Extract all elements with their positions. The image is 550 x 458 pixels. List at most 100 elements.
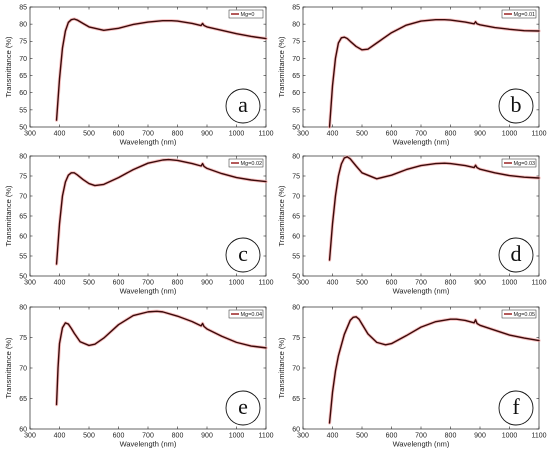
y-tick-label: 60 <box>19 90 27 97</box>
x-tick-label: 800 <box>172 280 184 287</box>
x-tick-label: 700 <box>415 433 427 440</box>
panel-letter: f <box>512 394 520 419</box>
y-tick-label: 80 <box>19 22 27 29</box>
x-tick-label: 600 <box>386 280 398 287</box>
legend-box <box>501 9 537 19</box>
y-tick-label: 70 <box>292 56 300 63</box>
x-tick-label: 800 <box>445 280 457 287</box>
legend-label: Mg=0.05 <box>514 312 536 318</box>
y-tick-label: 50 <box>292 124 300 131</box>
panel-label-circle <box>225 237 261 273</box>
x-tick-label: 400 <box>327 280 339 287</box>
y-tick-label: 65 <box>292 213 300 220</box>
panel-label-circle <box>498 237 534 273</box>
series-line <box>328 18 540 128</box>
x-tick-label: 700 <box>415 280 427 287</box>
legend-label: Mg=0.04 <box>241 312 263 318</box>
x-tick-label: 700 <box>142 280 154 287</box>
y-tick-label: 50 <box>292 273 300 280</box>
x-tick-label: 600 <box>113 280 125 287</box>
x-axis-label: Wavelength (nm) <box>120 138 177 147</box>
x-axis-label: Wavelength (nm) <box>393 440 450 449</box>
x-tick-label: 1100 <box>531 433 546 440</box>
x-tick-label: 1100 <box>531 280 546 287</box>
y-tick-label: 55 <box>19 107 27 114</box>
y-tick-label: 65 <box>292 73 300 80</box>
x-tick-label: 300 <box>297 280 309 287</box>
series-line <box>55 310 267 406</box>
y-tick-label: 65 <box>19 213 27 220</box>
x-tick-label: 500 <box>83 131 95 138</box>
x-tick-label: 700 <box>142 433 154 440</box>
y-tick-label: 80 <box>19 304 27 311</box>
x-tick-label: 900 <box>474 131 486 138</box>
y-tick-label: 65 <box>19 396 27 403</box>
y-axis-label: Transmittance (%) <box>277 337 286 398</box>
x-tick-label: 600 <box>113 433 125 440</box>
x-tick-label: 900 <box>201 131 213 138</box>
y-tick-label: 70 <box>292 365 300 372</box>
x-tick-label: 500 <box>83 280 95 287</box>
y-axis-label: Transmittance (%) <box>277 36 286 97</box>
legend-label: Mg=0.01 <box>514 12 536 18</box>
chart-panel-d: 300 400 500 600 700 800 900 1000 1100 50 55 60 65 70 7… <box>277 153 547 295</box>
y-axis-label: Transmittance (%) <box>4 36 13 97</box>
y-tick-label: 55 <box>292 107 300 114</box>
x-tick-label: 300 <box>24 433 36 440</box>
x-tick-label: 500 <box>83 433 95 440</box>
x-tick-label: 500 <box>356 433 368 440</box>
panel-letter: d <box>511 241 522 266</box>
x-tick-label: 800 <box>172 433 184 440</box>
x-tick-label: 800 <box>445 433 457 440</box>
panel-letter: b <box>511 92 522 117</box>
x-axis-label: Wavelength (nm) <box>120 440 177 449</box>
x-tick-label: 1000 <box>229 433 245 440</box>
x-tick-label: 1000 <box>502 280 518 287</box>
y-tick-label: 60 <box>19 426 27 433</box>
chart-panel-c: 300 400 500 600 700 800 900 1000 1100 50 55 60 65 70 7… <box>4 153 274 295</box>
chart-panel-a: 300 400 500 600 700 800 900 1000 1100 50 55 60 65 70 7… <box>4 4 274 146</box>
chart-panel-b: 300 400 500 600 700 800 900 1000 1100 50 55 60 65 70 7… <box>277 4 547 146</box>
x-tick-label: 700 <box>142 131 154 138</box>
y-tick-label: 60 <box>292 233 300 240</box>
legend-label: Mg=0 <box>241 12 255 18</box>
x-tick-label: 1100 <box>258 131 273 138</box>
panel-letter: e <box>238 394 248 419</box>
x-tick-label: 400 <box>327 433 339 440</box>
y-tick-label: 75 <box>292 335 300 342</box>
x-tick-label: 900 <box>474 280 486 287</box>
chart-panel-f: 300 400 500 600 700 800 900 1000 1100 60 65 70 75 80 W… <box>277 304 547 448</box>
x-tick-label: 1000 <box>502 433 518 440</box>
y-tick-label: 85 <box>292 4 300 11</box>
series-line <box>55 18 267 121</box>
legend-box <box>228 309 264 319</box>
x-tick-label: 600 <box>386 131 398 138</box>
y-tick-label: 60 <box>19 233 27 240</box>
x-tick-label: 500 <box>356 280 368 287</box>
series-line <box>55 158 267 265</box>
x-tick-label: 500 <box>356 131 368 138</box>
panel-label-circle <box>225 88 261 124</box>
y-axis-label: Transmittance (%) <box>4 337 13 398</box>
x-tick-label: 600 <box>113 131 125 138</box>
x-tick-label: 1100 <box>258 433 273 440</box>
y-tick-label: 80 <box>19 153 27 160</box>
x-tick-label: 300 <box>297 131 309 138</box>
x-tick-label: 300 <box>297 433 309 440</box>
legend-box <box>501 309 537 319</box>
x-tick-label: 400 <box>54 433 66 440</box>
x-tick-label: 900 <box>474 433 486 440</box>
y-tick-label: 75 <box>292 173 300 180</box>
legend-box <box>228 158 264 168</box>
x-tick-label: 900 <box>201 280 213 287</box>
x-tick-label: 300 <box>24 131 36 138</box>
x-axis-label: Wavelength (nm) <box>393 138 450 147</box>
panel-label-circle <box>225 390 261 426</box>
y-tick-label: 55 <box>19 253 27 260</box>
legend-label: Mg=0.02 <box>241 161 263 167</box>
y-tick-label: 50 <box>19 273 27 280</box>
legend-box <box>501 158 537 168</box>
y-tick-label: 70 <box>19 56 27 63</box>
panel-letter: a <box>238 92 248 117</box>
